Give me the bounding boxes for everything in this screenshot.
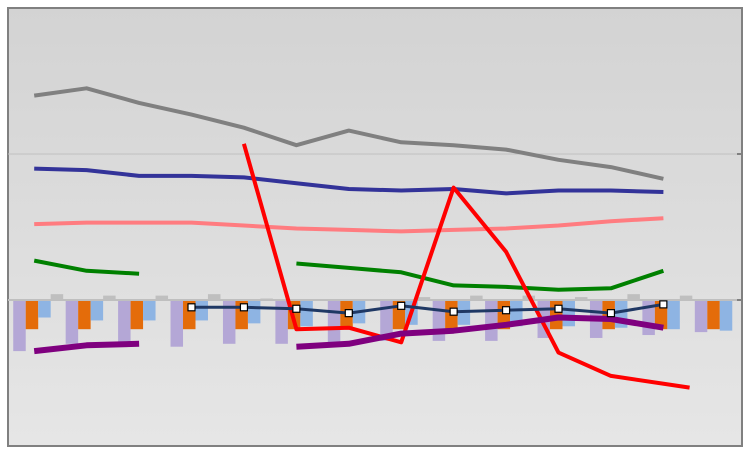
line-series-8-marker-6 bbox=[501, 306, 511, 315]
line-series-3 bbox=[33, 258, 140, 276]
line-series-0 bbox=[33, 86, 664, 181]
bar-s2-c2 bbox=[143, 300, 156, 321]
line-series-5 bbox=[241, 143, 690, 390]
bar-s3-c1 bbox=[103, 295, 116, 300]
bar-s0-c5 bbox=[275, 300, 288, 344]
right-axis bbox=[737, 7, 743, 447]
line-series-8-marker-1 bbox=[239, 303, 249, 312]
bar-s2-c10 bbox=[562, 300, 575, 327]
bar-s2-c13 bbox=[719, 300, 733, 331]
bar-s2-c9 bbox=[510, 300, 523, 327]
bar-s1-c13 bbox=[707, 300, 720, 330]
bar-s2-c4 bbox=[247, 300, 261, 324]
bar-s3-c0 bbox=[50, 294, 64, 300]
bar-s2-c12 bbox=[667, 300, 680, 330]
bar-s0-c1 bbox=[65, 300, 79, 344]
line-series-6 bbox=[33, 340, 140, 355]
bar-s3-c2 bbox=[155, 295, 169, 300]
bar-s0-c6 bbox=[327, 300, 341, 344]
line-series-8-marker-8 bbox=[606, 309, 616, 318]
bar-s3-c10 bbox=[574, 297, 588, 300]
line-series-8-marker-9 bbox=[659, 300, 668, 309]
bar-s0-c13 bbox=[694, 300, 708, 333]
bar-s0-c7 bbox=[380, 300, 393, 341]
line-series-8-marker-0 bbox=[187, 303, 196, 312]
bar-s0-c9 bbox=[485, 300, 498, 341]
bar-s0-c4 bbox=[222, 300, 236, 344]
bar-s0-c2 bbox=[118, 300, 131, 344]
bar-s2-c3 bbox=[195, 300, 208, 321]
line-series-8 bbox=[191, 302, 664, 315]
bar-s1-c0 bbox=[25, 300, 39, 330]
line-series-1 bbox=[34, 166, 664, 196]
bar-s3-c11 bbox=[627, 294, 640, 300]
line-series-8-marker-2 bbox=[292, 304, 301, 313]
line-series-group bbox=[33, 86, 690, 390]
bar-s3-c7 bbox=[417, 297, 431, 300]
line-series-4 bbox=[296, 261, 665, 292]
bar-s3-c8 bbox=[470, 295, 483, 300]
plot-area bbox=[7, 7, 743, 447]
line-series-8-marker-5 bbox=[449, 307, 458, 316]
bar-s2-c5 bbox=[300, 300, 313, 327]
bar-s0-c3 bbox=[170, 300, 184, 347]
line-series-8-marker-3 bbox=[344, 309, 353, 318]
bar-s3-c3 bbox=[207, 294, 221, 300]
bar-s3-c12 bbox=[679, 295, 693, 300]
bar-s1-c2 bbox=[130, 300, 144, 330]
line-series-7 bbox=[296, 314, 664, 350]
bar-s1-c1 bbox=[78, 300, 91, 330]
bar-s2-c0 bbox=[38, 300, 51, 318]
bar-s0-c0 bbox=[13, 300, 26, 352]
bar-s2-c1 bbox=[90, 300, 104, 321]
line-series-8-marker-4 bbox=[397, 301, 406, 310]
line-series-2 bbox=[34, 216, 664, 234]
line-series-8-marker-7 bbox=[554, 304, 563, 313]
